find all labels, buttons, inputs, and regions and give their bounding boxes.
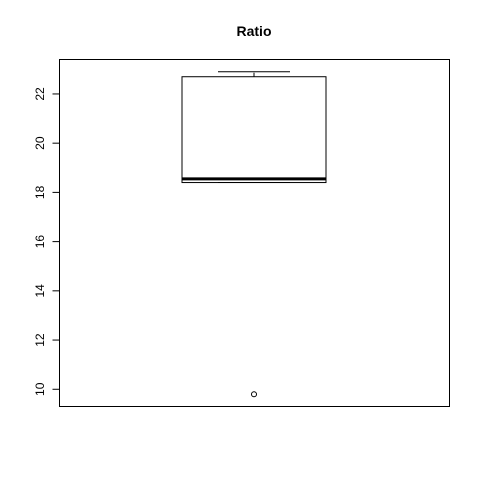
y-tick-label: 22 [33, 87, 47, 101]
outlier-point [251, 391, 257, 398]
chart-title: Ratio [237, 23, 272, 39]
y-tick-label: 12 [33, 333, 47, 347]
y-tick-label: 20 [33, 136, 47, 150]
boxplot [181, 71, 327, 398]
y-axis: 10 12 14 16 18 20 22 [33, 87, 60, 396]
iqr-box [181, 76, 327, 184]
y-tick-label: 18 [33, 185, 47, 199]
y-tick-label: 16 [33, 235, 47, 249]
y-tick-label: 14 [33, 284, 47, 298]
y-tick-label: 10 [33, 382, 47, 396]
plot-frame [59, 59, 450, 407]
